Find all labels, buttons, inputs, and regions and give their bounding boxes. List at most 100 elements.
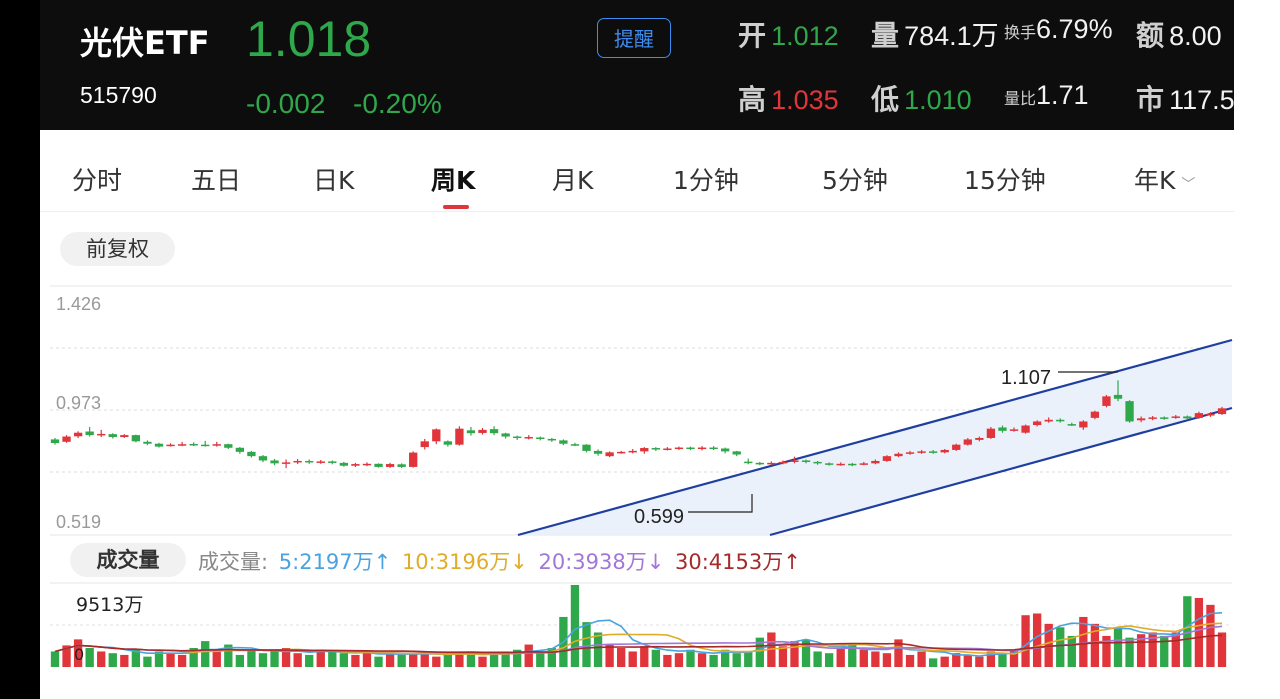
volratio-label: 量比 <box>1004 89 1037 108</box>
volume-bar <box>986 651 996 667</box>
volume-bar <box>1136 634 1146 667</box>
candle-body <box>605 452 614 457</box>
candle-body <box>489 429 499 434</box>
candle-body <box>1079 421 1088 428</box>
adjust-mode-button[interactable]: 前复权 <box>60 232 175 266</box>
volume-bar <box>536 651 545 667</box>
volratio-value: 1.71 <box>1036 80 1089 110</box>
candle-body <box>351 464 360 466</box>
candle-body <box>362 463 372 466</box>
candle-body <box>374 463 383 467</box>
alert-button[interactable]: 提醒 <box>597 18 671 58</box>
candle-body <box>62 436 71 442</box>
candle-body <box>871 460 880 464</box>
stat-amount: 额 8.00 <box>1136 14 1222 54</box>
open-value: 1.012 <box>771 21 839 51</box>
quote-header: 光伏ETF 515790 1.018 -0.002 -0.20% 提醒 开 1.… <box>40 0 1234 130</box>
indicator-volume-button[interactable]: 成交量 <box>70 543 186 577</box>
volume-bar <box>894 639 903 667</box>
volume-axis-max: 9513万 <box>76 594 144 616</box>
volume-bar <box>801 639 811 667</box>
volume-bar <box>871 651 880 667</box>
tab-five-day[interactable]: 五日 <box>191 166 242 195</box>
candle-body <box>1136 418 1146 421</box>
stat-mcap: 市 117.5 <box>1136 78 1234 118</box>
volume-bar <box>1194 597 1204 667</box>
tab-weekly-k[interactable]: 周K <box>431 166 476 195</box>
candle-body <box>1160 417 1169 419</box>
volume-bar <box>836 648 845 667</box>
candle-body <box>1102 396 1111 406</box>
volume-bar <box>1056 627 1065 667</box>
candle-body <box>50 439 60 444</box>
candle-body <box>859 463 868 465</box>
tab-daily-k[interactable]: 日K <box>313 166 355 195</box>
volume-bar <box>108 653 117 667</box>
tab-5min[interactable]: 5分钟 <box>822 166 888 195</box>
candle-body <box>697 447 707 450</box>
candle-body <box>848 463 857 466</box>
stat-high: 高 1.035 <box>738 78 839 118</box>
volume-bar <box>1217 632 1227 667</box>
candle-body <box>720 448 730 452</box>
period-tabs: 分时 五日 日K 周K 月K 1分钟 5分钟 15分钟 年K ﹀ <box>40 145 1234 212</box>
volume-bar <box>293 653 302 667</box>
candle-body <box>166 444 175 447</box>
candle-body <box>617 451 626 454</box>
volume-bar <box>201 641 210 667</box>
candle-body <box>547 438 557 441</box>
candle-body <box>177 444 187 446</box>
volume-bar <box>1067 635 1076 667</box>
volume-axis-zero: 0 <box>74 645 85 664</box>
volume-bar <box>1009 649 1019 667</box>
candle-body <box>432 429 441 442</box>
candle-body <box>1021 425 1030 433</box>
volume-bar <box>131 649 141 667</box>
candle-body <box>582 444 591 451</box>
volume-bar <box>617 648 626 667</box>
open-label: 开 <box>738 19 767 52</box>
volume-ma10: 10:3196万↓ <box>401 550 528 574</box>
tab-1min[interactable]: 1分钟 <box>673 166 739 195</box>
candle-body <box>674 447 684 450</box>
volume-bar <box>177 654 187 667</box>
candle-body <box>235 447 245 452</box>
candle-body <box>339 462 349 466</box>
volume-bar <box>848 644 857 667</box>
tab-15min[interactable]: 15分钟 <box>964 166 1046 195</box>
volume-bar <box>143 656 152 667</box>
candle-body <box>1206 414 1215 416</box>
volume-bar <box>224 644 233 667</box>
stat-low: 低 1.010 <box>871 78 972 118</box>
volume-bar <box>905 654 915 667</box>
volume-bar <box>339 653 349 667</box>
candle-body <box>813 461 822 464</box>
candle-body <box>744 461 753 464</box>
candle-body <box>651 448 660 450</box>
tab-yearly-k[interactable]: 年K ﹀ <box>1134 161 1195 197</box>
candle-body <box>905 452 915 454</box>
tab-monthly-k[interactable]: 月K <box>552 166 594 195</box>
candle-body <box>940 449 949 453</box>
volume-bar <box>1032 613 1042 667</box>
candle-body <box>732 451 741 455</box>
volume-bar <box>547 648 557 667</box>
last-price: 1.018 <box>246 11 372 67</box>
candle-body <box>328 461 337 463</box>
volume-bar <box>709 654 718 667</box>
volume-ma30: 30:4153万↑ <box>675 550 801 574</box>
volume-bar <box>1171 632 1180 667</box>
volume-bar <box>212 649 221 667</box>
ma30-line <box>54 634 1223 654</box>
volume-bar <box>443 654 453 667</box>
candle-body <box>1032 421 1042 426</box>
high-annotation: 1.107 <box>1001 367 1051 389</box>
candle-body <box>767 462 776 465</box>
candle-body <box>952 444 961 450</box>
candle-body <box>270 460 279 464</box>
tab-yearly-k-label: 年K <box>1134 166 1176 195</box>
turnover-label: 换手 <box>1004 23 1037 42</box>
candle-body <box>998 427 1007 431</box>
tab-fenshi[interactable]: 分时 <box>72 166 123 195</box>
